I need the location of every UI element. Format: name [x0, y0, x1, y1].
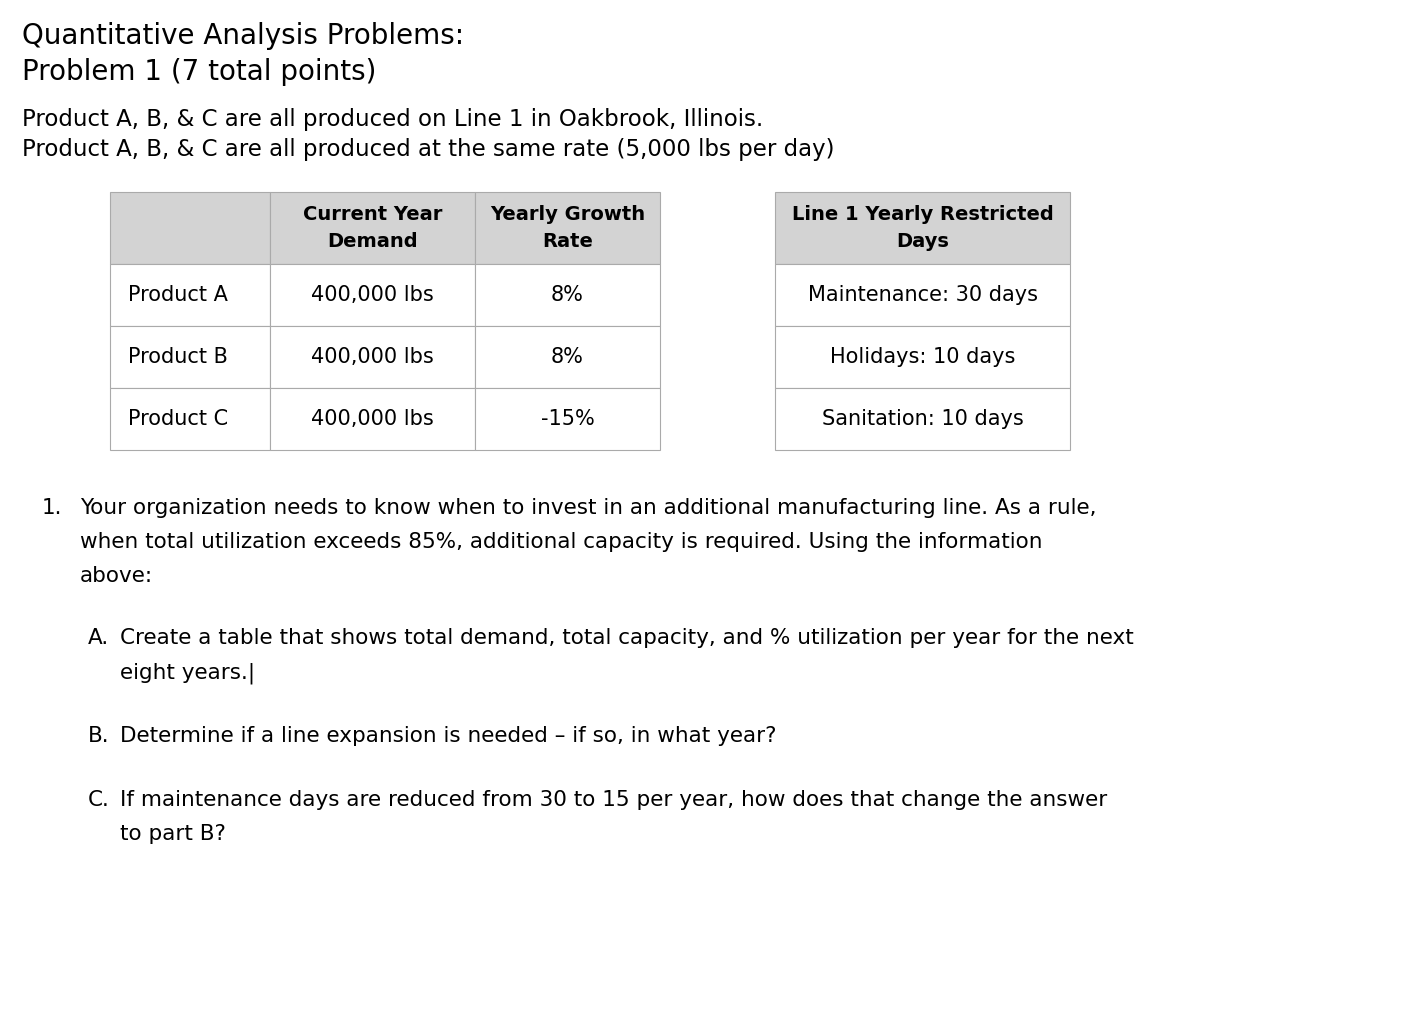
Text: -15%: -15% — [541, 409, 595, 429]
Bar — [270, 264, 476, 326]
Text: 8%: 8% — [551, 347, 584, 367]
Bar — [270, 388, 476, 450]
Bar — [775, 326, 1071, 388]
Bar — [476, 264, 660, 326]
Text: Quantitative Analysis Problems:: Quantitative Analysis Problems: — [21, 22, 464, 50]
Bar — [775, 192, 1071, 264]
Text: to part B?: to part B? — [121, 824, 226, 844]
Text: 400,000 lbs: 400,000 lbs — [311, 409, 435, 429]
Text: C.: C. — [88, 790, 109, 810]
Bar — [476, 388, 660, 450]
Text: Problem 1 (7 total points): Problem 1 (7 total points) — [21, 58, 376, 86]
Text: eight years.|: eight years.| — [121, 662, 256, 684]
Bar — [270, 192, 476, 264]
Text: Holidays: 10 days: Holidays: 10 days — [829, 347, 1015, 367]
Bar — [109, 326, 270, 388]
Text: Yearly Growth
Rate: Yearly Growth Rate — [490, 205, 645, 250]
Text: Product C: Product C — [128, 409, 229, 429]
Text: 1.: 1. — [43, 498, 62, 518]
Text: B.: B. — [88, 726, 109, 746]
Bar — [775, 388, 1071, 450]
Text: Product A: Product A — [128, 285, 227, 305]
Text: Product A, B, & C are all produced at the same rate (5,000 lbs per day): Product A, B, & C are all produced at th… — [21, 138, 835, 161]
Text: Product B: Product B — [128, 347, 227, 367]
Text: 400,000 lbs: 400,000 lbs — [311, 285, 435, 305]
Text: Create a table that shows total demand, total capacity, and % utilization per ye: Create a table that shows total demand, … — [121, 628, 1133, 648]
Text: 8%: 8% — [551, 285, 584, 305]
Bar — [476, 192, 660, 264]
Bar — [476, 326, 660, 388]
Bar — [109, 264, 270, 326]
Bar — [109, 192, 270, 264]
Text: Your organization needs to know when to invest in an additional manufacturing li: Your organization needs to know when to … — [80, 498, 1096, 518]
Text: above:: above: — [80, 566, 153, 586]
Text: Line 1 Yearly Restricted
Days: Line 1 Yearly Restricted Days — [791, 205, 1054, 250]
Text: Determine if a line expansion is needed – if so, in what year?: Determine if a line expansion is needed … — [121, 726, 777, 746]
Text: If maintenance days are reduced from 30 to 15 per year, how does that change the: If maintenance days are reduced from 30 … — [121, 790, 1108, 810]
Text: Product A, B, & C are all produced on Line 1 in Oakbrook, Illinois.: Product A, B, & C are all produced on Li… — [21, 108, 764, 131]
Bar — [109, 388, 270, 450]
Text: 400,000 lbs: 400,000 lbs — [311, 347, 435, 367]
Text: Sanitation: 10 days: Sanitation: 10 days — [822, 409, 1024, 429]
Bar — [270, 326, 476, 388]
Text: when total utilization exceeds 85%, additional capacity is required. Using the i: when total utilization exceeds 85%, addi… — [80, 532, 1042, 552]
Text: Maintenance: 30 days: Maintenance: 30 days — [808, 285, 1038, 305]
Bar — [775, 264, 1071, 326]
Text: A.: A. — [88, 628, 109, 648]
Text: Current Year
Demand: Current Year Demand — [302, 205, 442, 250]
